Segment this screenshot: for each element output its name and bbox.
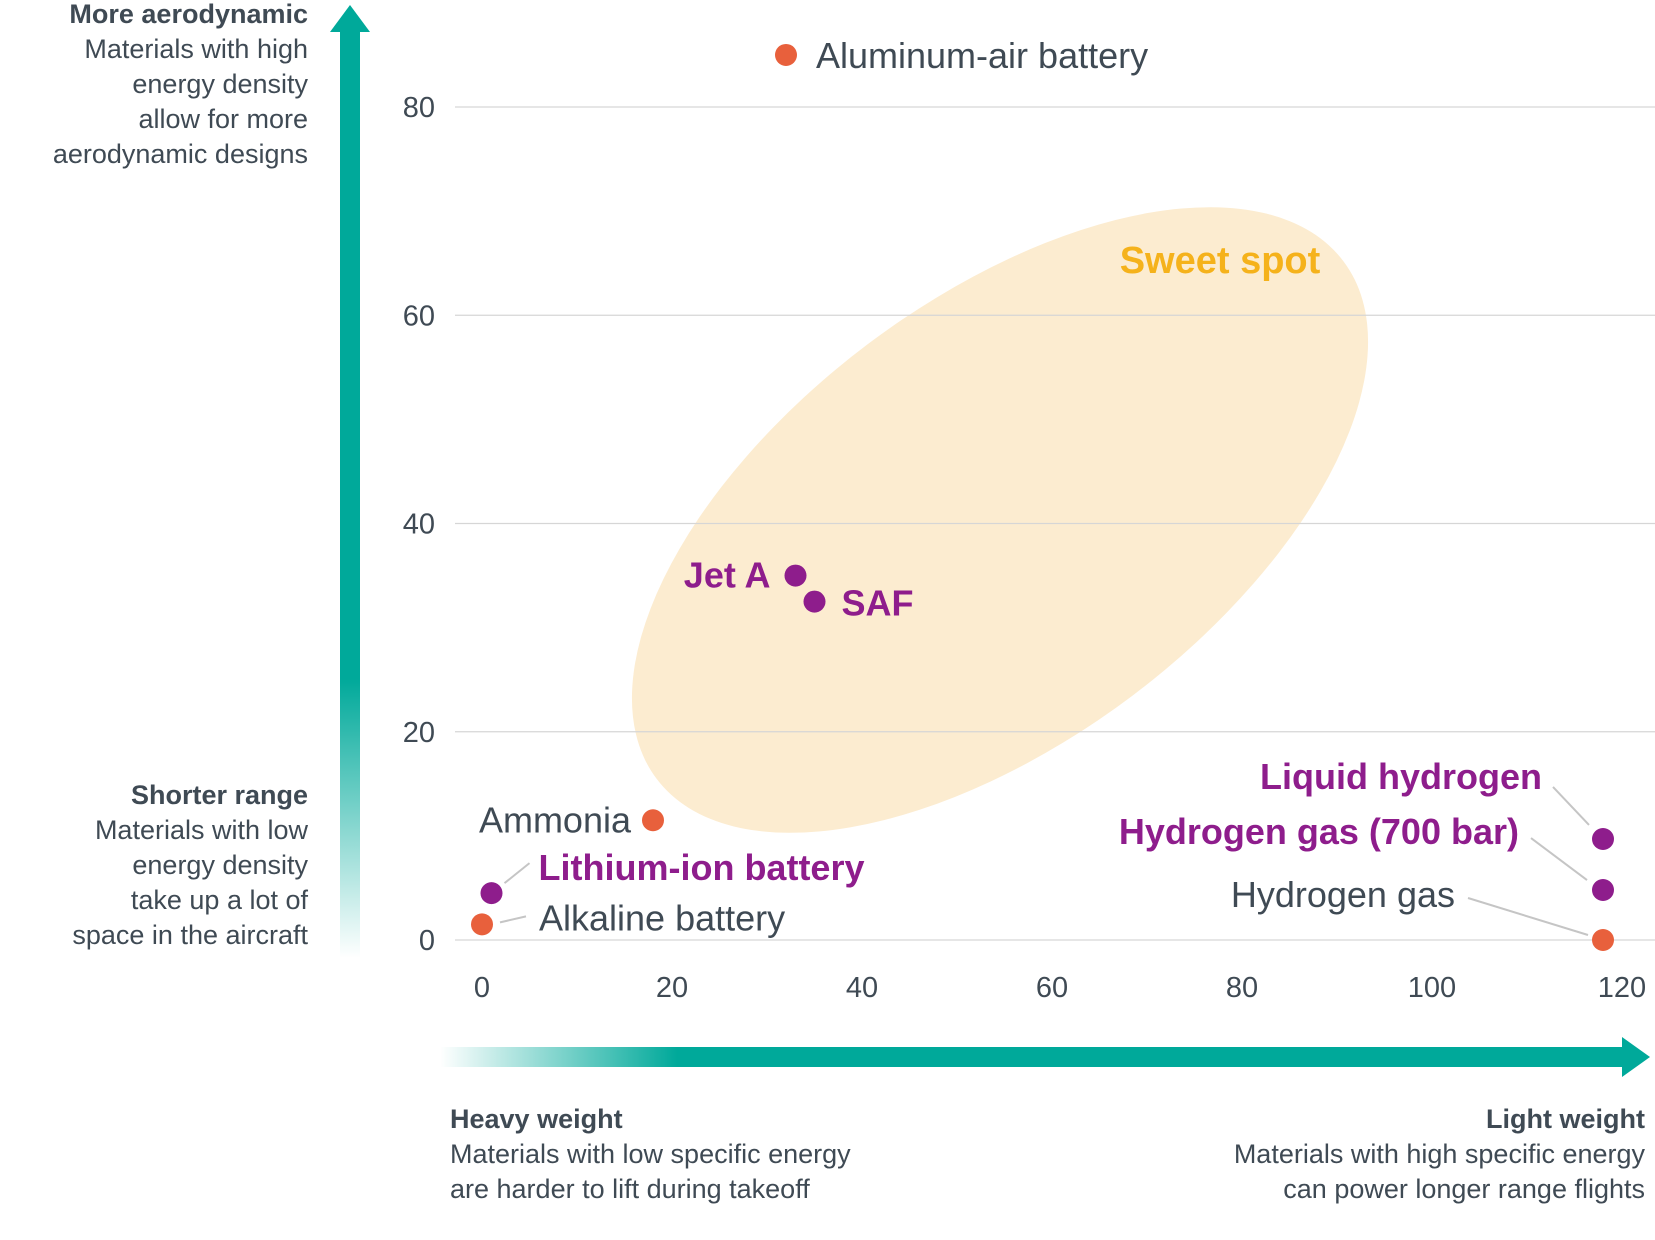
annotation-shorter-range: Shorter range Materials with low energy … [72, 778, 308, 953]
leader-line [1552, 786, 1590, 826]
annotation-line: Materials with low [94, 815, 308, 845]
x-axis-arrow-shaft [440, 1047, 1625, 1067]
data-point [480, 882, 503, 905]
data-point [803, 590, 826, 613]
x-tick-label: 0 [474, 972, 490, 1004]
annotation-line: are harder to lift during takeoff [450, 1174, 810, 1204]
gridlines [455, 106, 1655, 941]
annotation-heading: Heavy weight [450, 1104, 623, 1134]
data-labels: Aluminum-air battery Jet A SAF Ammonia Lithi… [479, 35, 1542, 938]
annotation-line: space in the aircraft [72, 920, 308, 950]
data-point [1592, 929, 1614, 951]
data-label: Lithium-ion battery [539, 847, 865, 888]
data-label: Hydrogen gas [1231, 874, 1455, 915]
data-label: Aluminum-air battery [816, 35, 1148, 76]
x-tick-label: 100 [1408, 972, 1456, 1004]
data-point [1592, 827, 1614, 850]
data-point [1592, 879, 1614, 902]
annotation-line: Materials with high [84, 34, 308, 64]
leader-line [1530, 837, 1588, 881]
data-label: Liquid hydrogen [1260, 756, 1542, 797]
data-label: SAF [842, 583, 914, 624]
data-points [471, 43, 1614, 951]
annotation-heading: Light weight [1486, 1104, 1645, 1134]
leader-line [499, 915, 527, 924]
x-axis-arrow-head [1622, 1037, 1650, 1077]
y-axis-arrow-shaft [340, 28, 360, 958]
annotation-line: Materials with low specific energy [450, 1139, 851, 1169]
annotation-heavy-weight: Heavy weight Materials with low specific… [450, 1102, 851, 1207]
data-point [784, 564, 807, 587]
y-tick-label: 20 [403, 717, 435, 749]
y-tick-label: 40 [403, 509, 435, 541]
annotation-line: allow for more [138, 104, 308, 134]
y-tick-label: 80 [403, 92, 435, 124]
annotation-heading: More aerodynamic [69, 0, 308, 29]
x-tick-label: 80 [1226, 972, 1258, 1004]
y-tick-label: 60 [403, 300, 435, 332]
annotation-line: energy density [132, 850, 308, 880]
data-label: Ammonia [479, 799, 632, 840]
y-tick-label: 0 [419, 925, 435, 957]
leader-line [503, 862, 531, 884]
annotation-line: energy density [132, 69, 308, 99]
x-tick-label: 20 [656, 972, 688, 1004]
annotation-light-weight: Light weight Materials with high specifi… [1234, 1102, 1645, 1207]
data-point [642, 809, 664, 832]
annotation-more-aerodynamic: More aerodynamic Materials with high ene… [53, 0, 308, 172]
y-tick-labels: 0 20 40 60 80 [403, 92, 435, 957]
data-label: Hydrogen gas (700 bar) [1119, 811, 1519, 852]
leader-line [1467, 897, 1589, 936]
sweet-spot-region [631, 207, 1369, 833]
y-axis-arrow-head [330, 5, 370, 32]
annotation-line: aerodynamic designs [52, 139, 308, 169]
annotation-line: can power longer range flights [1283, 1174, 1645, 1204]
x-tick-label: 40 [846, 972, 878, 1004]
annotation-line: take up a lot of [130, 885, 308, 915]
x-tick-label: 60 [1036, 972, 1068, 1004]
sweet-spot-label: Sweet spot [1120, 240, 1321, 282]
data-label: Alkaline battery [539, 897, 785, 938]
annotation-line: Materials with high specific energy [1233, 1139, 1645, 1169]
leader-lines [499, 786, 1590, 936]
x-tick-label: 120 [1598, 972, 1646, 1004]
annotation-heading: Shorter range [130, 780, 308, 810]
data-point [775, 43, 797, 66]
data-point [471, 913, 493, 936]
x-tick-labels: 0 20 40 60 80 100 120 [474, 972, 1646, 1004]
data-label: Jet A [684, 555, 771, 596]
